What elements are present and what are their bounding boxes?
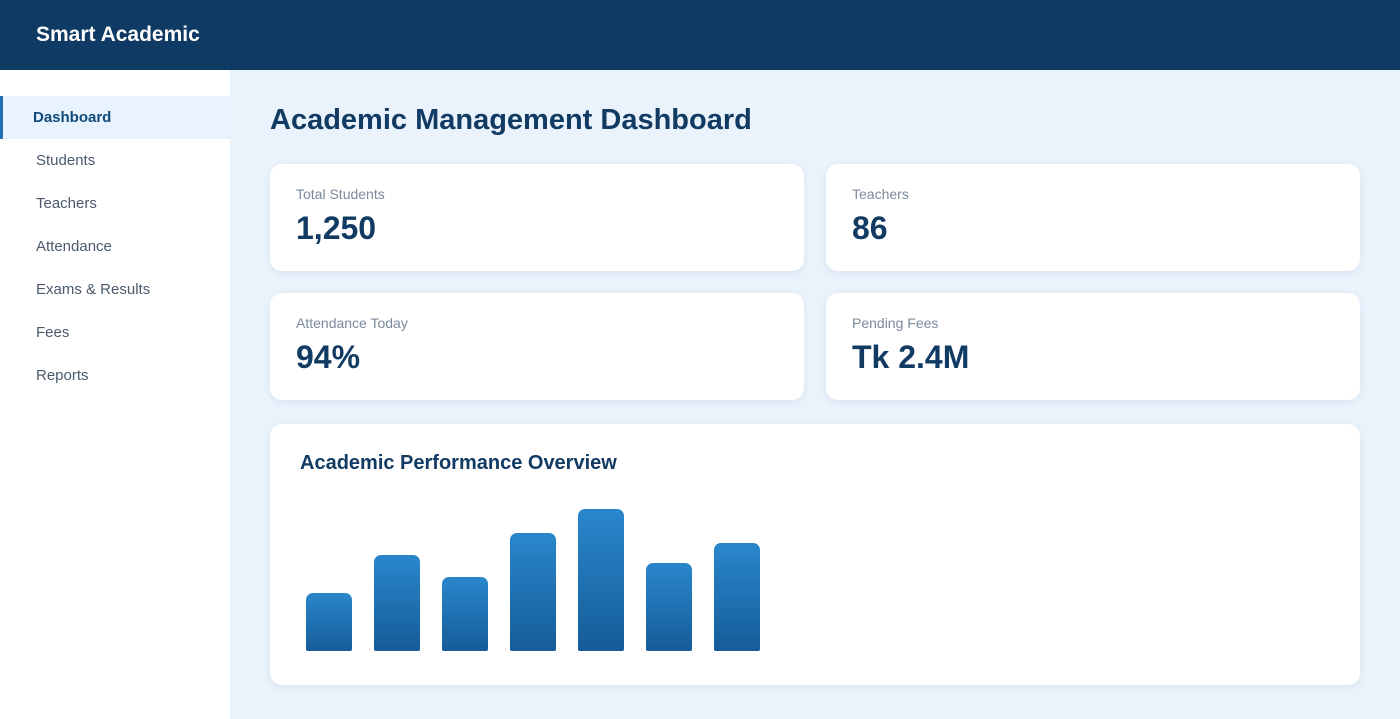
- chart-bar-1: [306, 593, 352, 651]
- sidebar-item-students[interactable]: Students: [36, 152, 96, 169]
- chart-bar-5: [578, 509, 624, 651]
- stat-value: Tk 2.4M: [852, 339, 970, 375]
- sidebar-item-fees[interactable]: Fees: [36, 324, 70, 341]
- stat-label: Total Students: [296, 186, 385, 202]
- chart-bar-4: [510, 533, 556, 651]
- chart-bar-2: [374, 555, 420, 651]
- stat-label: Pending Fees: [852, 315, 939, 331]
- performance-chart-card: Academic Performance Overview: [270, 424, 1360, 685]
- sidebar-item-reports[interactable]: Reports: [36, 367, 89, 384]
- sidebar-item-teachers[interactable]: Teachers: [36, 195, 97, 212]
- top-bar: Smart Academic: [0, 0, 1400, 70]
- stat-value: 1,250: [296, 210, 377, 246]
- stat-card-total-students: Total Students 1,250: [270, 164, 804, 271]
- stat-value: 86: [852, 210, 888, 246]
- main-content: Academic Management Dashboard Total Stud…: [230, 70, 1400, 719]
- sidebar: Dashboard Students Teachers Attendance E…: [0, 70, 230, 719]
- sidebar-item-dashboard[interactable]: Dashboard: [0, 96, 230, 139]
- stat-label: Teachers: [852, 186, 909, 202]
- chart-bar-7: [714, 543, 760, 651]
- stat-card-pending-fees: Pending Fees Tk 2.4M: [826, 293, 1360, 400]
- sidebar-item-exams-results[interactable]: Exams & Results: [36, 281, 151, 298]
- stat-card-attendance-today: Attendance Today 94%: [270, 293, 804, 400]
- chart-title: Academic Performance Overview: [300, 452, 617, 474]
- stat-value: 94%: [296, 339, 361, 375]
- app-title: Smart Academic: [36, 23, 200, 46]
- stat-label: Attendance Today: [296, 315, 408, 331]
- chart-bar-6: [646, 563, 692, 651]
- sidebar-item-attendance[interactable]: Attendance: [36, 238, 112, 255]
- page-title: Academic Management Dashboard: [270, 104, 752, 136]
- stat-card-teachers: Teachers 86: [826, 164, 1360, 271]
- chart-bar-3: [442, 577, 488, 651]
- bar-chart: [306, 501, 782, 651]
